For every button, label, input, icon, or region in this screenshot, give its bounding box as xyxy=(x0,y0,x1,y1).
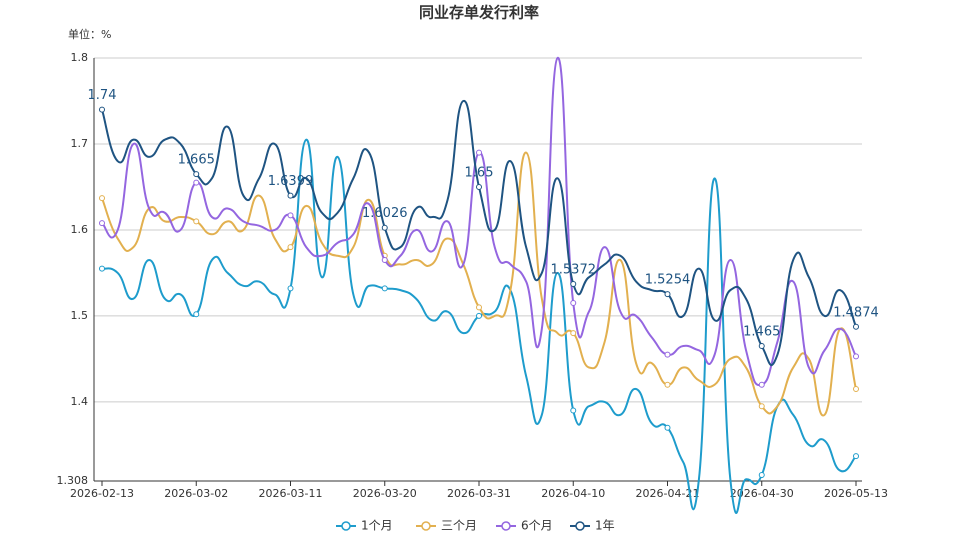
legend-label: 1年 xyxy=(595,519,615,533)
point-marker xyxy=(664,291,671,298)
x-tick-label: 2026-03-02 xyxy=(164,487,228,500)
series-line xyxy=(101,99,857,367)
y-tick-label: 1.5 xyxy=(71,309,89,322)
point-marker xyxy=(476,149,482,156)
data-label: 1.4874 xyxy=(833,305,879,320)
legend-icon-marker xyxy=(501,521,511,531)
y-tick-label: 1.8 xyxy=(71,51,89,64)
x-tick-label: 2026-04-30 xyxy=(730,487,794,500)
x-tick-label: 2026-03-11 xyxy=(259,487,323,500)
x-tick-label: 2026-05-13 xyxy=(824,487,888,500)
series-line xyxy=(101,138,857,514)
point-marker xyxy=(853,353,859,360)
y-axis-label: 单位：% xyxy=(68,27,111,41)
point-marker xyxy=(476,304,482,311)
point-marker xyxy=(758,381,765,388)
x-tick-label: 2026-03-31 xyxy=(447,487,511,500)
point-marker xyxy=(99,220,105,227)
point-marker xyxy=(570,300,577,307)
point-marker xyxy=(287,212,294,219)
point-marker xyxy=(381,285,388,292)
legend-label: 1个月 xyxy=(361,519,393,533)
point-marker xyxy=(853,386,859,393)
series-line xyxy=(101,151,857,417)
y-tick-label: 1.7 xyxy=(71,137,89,150)
x-tick-label: 2026-04-10 xyxy=(541,487,605,500)
point-marker xyxy=(193,171,200,178)
x-tick-label: 2026-02-13 xyxy=(70,487,134,500)
point-marker xyxy=(99,106,105,113)
point-marker xyxy=(664,424,671,431)
series-line xyxy=(101,56,857,387)
point-marker xyxy=(476,183,482,190)
point-marker xyxy=(99,265,105,272)
y-tick-label: 1.308 xyxy=(57,474,89,487)
point-marker xyxy=(193,179,200,186)
y-tick-label: 1.6 xyxy=(71,223,89,236)
data-label: 1.5254 xyxy=(645,273,691,288)
point-marker xyxy=(664,381,671,388)
point-marker xyxy=(570,330,577,337)
point-marker xyxy=(287,244,294,251)
legend-label: 6个月 xyxy=(521,519,553,533)
chart-title: 同业存单发行利率 xyxy=(419,4,539,22)
point-marker xyxy=(758,471,765,478)
data-label: 1.6026 xyxy=(362,206,408,221)
point-marker xyxy=(381,257,388,264)
x-tick-label: 2026-04-21 xyxy=(636,487,700,500)
data-label: 1.5372 xyxy=(551,262,597,277)
point-marker xyxy=(476,312,482,319)
data-label: 1.6399 xyxy=(268,174,314,189)
point-marker xyxy=(758,343,765,350)
legend-icon-marker xyxy=(341,521,351,531)
point-marker xyxy=(758,403,765,410)
data-label: 1.465 xyxy=(743,325,780,340)
point-marker xyxy=(99,195,105,202)
point-marker xyxy=(853,323,859,330)
point-marker xyxy=(193,218,200,225)
legend-icon-marker xyxy=(421,521,431,531)
point-marker xyxy=(381,224,388,231)
data-label: 1.74 xyxy=(88,88,117,103)
data-label: 1.665 xyxy=(178,153,215,168)
point-marker xyxy=(570,280,577,287)
y-tick-label: 1.4 xyxy=(71,395,89,408)
point-marker xyxy=(664,351,671,358)
point-marker xyxy=(287,285,294,292)
point-marker xyxy=(193,311,200,318)
x-tick-label: 2026-03-20 xyxy=(353,487,417,500)
point-marker xyxy=(287,192,294,199)
point-marker xyxy=(570,407,577,414)
legend-icon-marker xyxy=(575,521,585,531)
point-marker xyxy=(853,453,859,460)
data-label: 1.65 xyxy=(465,165,494,180)
legend-label: 三个月 xyxy=(441,519,477,533)
